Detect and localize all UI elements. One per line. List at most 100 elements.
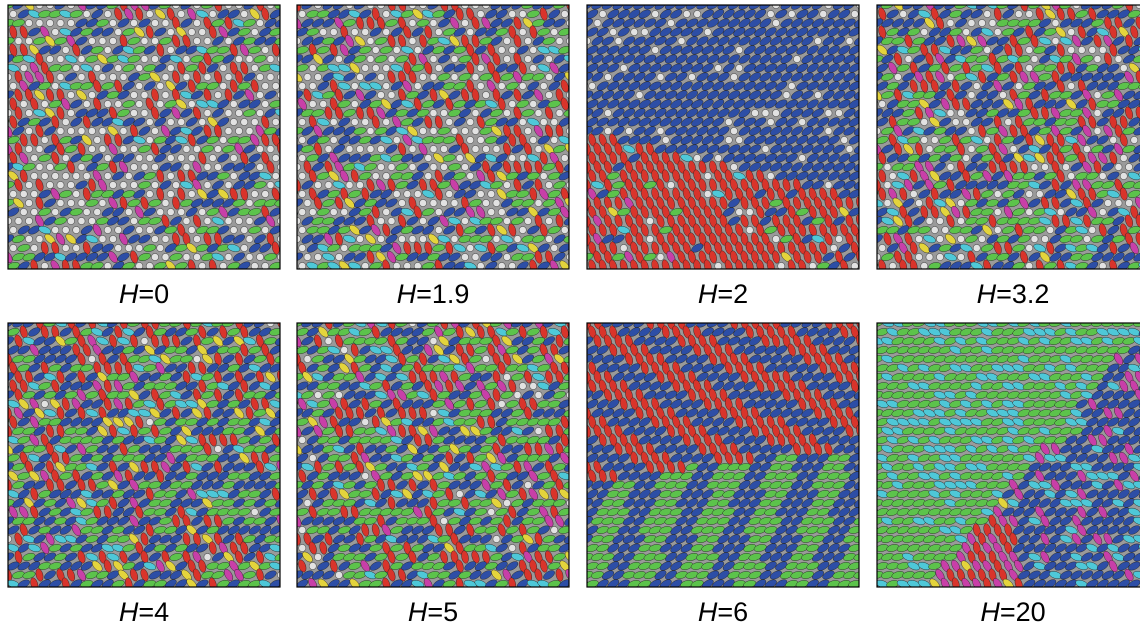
particle <box>115 244 122 251</box>
particle <box>678 37 685 44</box>
particle <box>272 118 279 125</box>
panel-label: H=3.2 <box>977 279 1050 309</box>
particle <box>553 268 565 282</box>
particle <box>388 217 395 224</box>
particle <box>283 181 290 188</box>
particle <box>151 55 158 62</box>
particle <box>926 217 933 224</box>
particle <box>790 270 804 280</box>
particle <box>578 118 585 125</box>
particle <box>120 127 127 134</box>
particle <box>949 0 963 2</box>
particle <box>20 64 27 71</box>
particle <box>251 190 258 197</box>
particle <box>915 235 922 242</box>
particle <box>356 145 363 152</box>
particle <box>577 223 587 237</box>
particle <box>88 91 95 98</box>
particle <box>1026 190 1033 197</box>
particle <box>280 169 293 183</box>
particle <box>662 136 669 143</box>
particle <box>193 145 200 152</box>
particle <box>78 271 85 278</box>
particle <box>1015 82 1022 89</box>
particle <box>41 136 48 143</box>
particle <box>35 268 44 282</box>
particle <box>104 100 111 107</box>
particle <box>99 127 106 134</box>
particle <box>414 310 421 317</box>
particle <box>461 127 468 134</box>
particle <box>944 270 958 279</box>
particle <box>52 208 59 215</box>
particle <box>837 0 851 2</box>
particle <box>1078 46 1085 53</box>
particle <box>859 234 873 244</box>
particle <box>256 91 263 98</box>
particle <box>167 172 174 179</box>
particle <box>279 452 293 464</box>
particle <box>204 163 211 170</box>
particle <box>188 154 195 161</box>
particle <box>167 64 174 71</box>
particle <box>1101 270 1115 279</box>
particle <box>200 269 214 280</box>
particle <box>25 19 32 26</box>
particle <box>451 73 458 80</box>
particle <box>146 10 153 17</box>
particle <box>57 199 64 206</box>
particle <box>0 534 5 545</box>
particle <box>0 190 6 197</box>
particle <box>96 270 110 279</box>
particle <box>356 235 363 242</box>
particle <box>398 235 405 242</box>
particle <box>799 118 806 125</box>
particle <box>55 586 66 600</box>
particle <box>157 244 164 251</box>
particle <box>31 154 38 161</box>
particle <box>0 498 5 508</box>
particle <box>0 515 5 527</box>
particle <box>351 100 358 107</box>
particle <box>335 253 342 260</box>
particle <box>746 226 753 233</box>
particle <box>90 308 104 320</box>
particle <box>256 163 263 170</box>
particle <box>167 118 174 125</box>
particle <box>540 82 547 89</box>
particle <box>451 235 458 242</box>
particle <box>10 10 17 17</box>
particle <box>886 0 900 1</box>
particle <box>1099 208 1106 215</box>
particle <box>241 226 248 233</box>
particle <box>825 181 832 188</box>
particle <box>167 190 174 197</box>
particle <box>477 10 484 17</box>
particle <box>183 145 190 152</box>
particle <box>783 91 790 98</box>
particle <box>277 217 284 224</box>
particle <box>256 253 263 260</box>
particle <box>568 225 582 235</box>
particle <box>566 181 573 188</box>
particle <box>41 100 48 107</box>
particle <box>27 309 41 319</box>
particle <box>624 268 634 282</box>
particle <box>120 73 127 80</box>
particle <box>372 64 379 71</box>
particle <box>1120 64 1127 71</box>
particle <box>500 270 514 280</box>
particle <box>942 226 949 233</box>
particle <box>244 268 254 282</box>
particle <box>1026 64 1033 71</box>
panel-label: H=1.9 <box>397 279 470 309</box>
particle <box>269 308 283 321</box>
particle <box>372 172 379 179</box>
particle <box>36 19 43 26</box>
particle <box>860 259 870 273</box>
particle <box>873 271 880 278</box>
particle <box>1098 0 1107 3</box>
particle <box>25 109 32 116</box>
particle <box>858 98 872 110</box>
particle <box>283 226 290 233</box>
